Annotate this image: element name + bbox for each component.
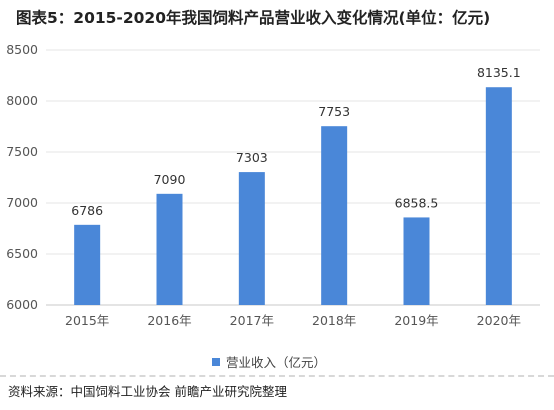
bar-chart: 6000 6500 7000 7500 8000 8500 6786 7090 7303 775…	[6, 42, 540, 328]
bar	[74, 224, 101, 305]
data-label: 7090	[154, 172, 186, 187]
data-label: 6858.5	[395, 195, 439, 210]
x-tick-label: 2017年	[230, 313, 274, 328]
bar	[238, 172, 265, 305]
bar	[485, 87, 512, 305]
y-axis-ticks: 6000 6500 7000 7500 8000 8500	[6, 42, 38, 312]
y-tick-label: 7000	[6, 195, 38, 210]
y-tick-label: 6500	[6, 246, 38, 261]
gridlines	[46, 49, 540, 306]
x-tick-label: 2015年	[65, 313, 109, 328]
data-label: 7753	[318, 104, 350, 119]
data-label: 6786	[71, 203, 103, 218]
x-tick-label: 2016年	[147, 313, 191, 328]
legend-label: 营业收入（亿元）	[226, 355, 327, 370]
chart-title: 图表5：2015-2020年我国饲料产品营业收入变化情况(单位：亿元)	[16, 9, 491, 27]
bar	[321, 126, 348, 305]
data-labels: 6786 7090 7303 7753 6858.5 8135.1	[71, 65, 520, 218]
x-axis-ticks: 2015年 2016年 2017年 2018年 2019年 2020年	[65, 313, 521, 328]
data-label: 8135.1	[477, 65, 521, 80]
bar	[403, 217, 430, 305]
x-tick-label: 2020年	[477, 313, 521, 328]
bars	[74, 87, 512, 305]
y-tick-label: 7500	[6, 144, 38, 159]
legend-swatch	[212, 357, 220, 366]
y-tick-label: 6000	[6, 297, 38, 312]
footer-divider	[0, 375, 554, 377]
x-tick-label: 2018年	[312, 313, 356, 328]
y-tick-label: 8500	[6, 42, 38, 57]
legend: 营业收入（亿元）	[212, 352, 326, 371]
y-tick-label: 8000	[6, 93, 38, 108]
data-label: 7303	[236, 150, 268, 165]
source-note: 资料来源：中国饲料工业协会 前瞻产业研究院整理	[8, 384, 287, 399]
bar	[156, 193, 183, 305]
x-tick-label: 2019年	[394, 313, 438, 328]
